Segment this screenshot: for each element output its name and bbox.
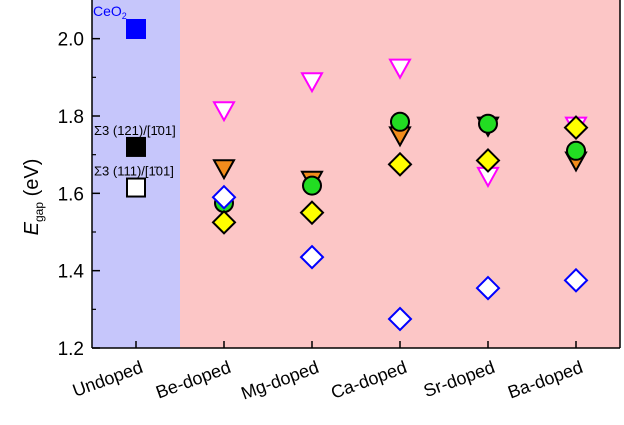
- y-tick-label: 1.2: [58, 339, 84, 360]
- series-3-point: [387, 151, 413, 177]
- series-4-point: [475, 275, 501, 301]
- series-0-point: [300, 72, 324, 94]
- undoped-point-label: CeO2: [93, 3, 127, 21]
- undoped-point-label: Σ3 (121)/[1̄01]: [94, 123, 176, 138]
- series-1-point: [212, 159, 236, 181]
- series-0-point: [212, 101, 236, 123]
- x-axis: Undoped Be-doped Mg-doped Ca-doped Sr-doped B…: [70, 341, 620, 403]
- series-3-point: [475, 148, 501, 173]
- series-2-point: [566, 140, 586, 161]
- undoped-point-label: Σ3 (111)/[1̄01]: [94, 164, 174, 179]
- undoped-markers: CeO2 Σ3 (121)/[1̄01] Σ3 (111)/[1̄01]: [93, 3, 176, 198]
- x-tick-label: Sr-doped: [421, 357, 497, 401]
- y-axis-label-text: Egap (eV): [21, 159, 46, 236]
- undoped-point-0: [126, 19, 146, 39]
- y-tick-label: 1.8: [58, 107, 84, 128]
- x-tick-label: Be-doped: [153, 357, 233, 402]
- y-tick-label: 1.6: [58, 184, 84, 205]
- x-tick-label: Undoped: [70, 357, 146, 401]
- series-4-point: [387, 306, 413, 332]
- series-2-point: [302, 175, 322, 196]
- series-4-point: [563, 267, 589, 293]
- series-4-point: [211, 184, 237, 210]
- x-tick-label: Mg-doped: [238, 357, 321, 404]
- series-3-point: [563, 115, 589, 141]
- y-label-unit: (eV): [21, 159, 43, 202]
- y-label-main: E: [21, 221, 43, 235]
- y-axis-label: Egap (eV): [21, 159, 46, 236]
- x-tick-label: Ba-doped: [505, 357, 585, 402]
- series-4-point: [299, 244, 325, 270]
- undoped-point-1: [126, 136, 146, 157]
- undoped-point-2: [126, 177, 146, 198]
- y-label-sub: gap: [32, 202, 46, 222]
- y-tick-label: 1.4: [58, 262, 85, 283]
- doped-markers: [211, 58, 589, 332]
- series-3-point: [211, 209, 237, 235]
- series-2-point: [390, 111, 410, 132]
- series-3-point: [299, 200, 325, 226]
- region-0: [92, 0, 180, 348]
- y-tick-label: 2.0: [58, 30, 84, 51]
- x-tick-label: Ca-doped: [328, 357, 409, 403]
- y-axis: 1.2 1.4 1.6 1.8 2.0: [58, 0, 621, 360]
- series-0-point: [388, 58, 412, 80]
- series-2-point: [478, 113, 498, 134]
